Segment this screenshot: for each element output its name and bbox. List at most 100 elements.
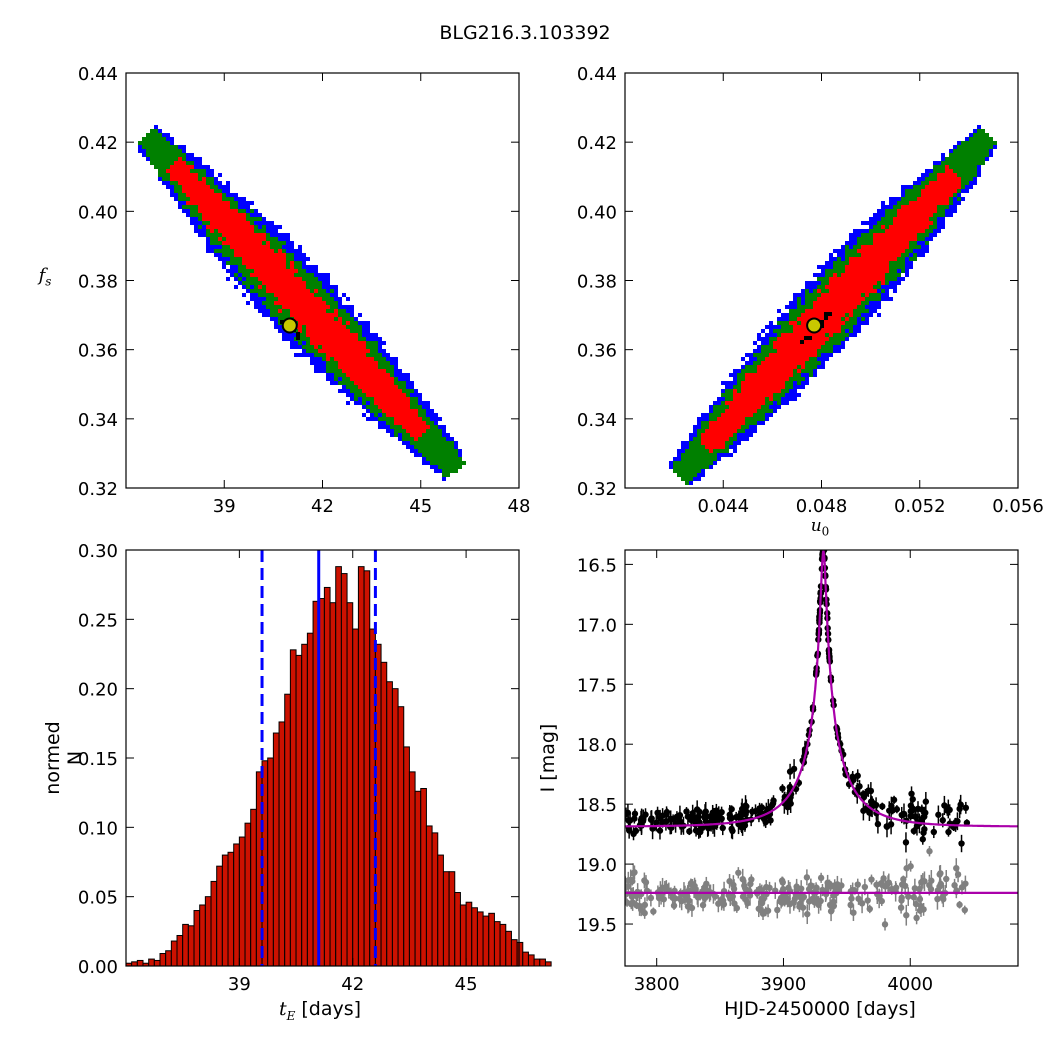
y-tick-label: 0.25 <box>78 610 118 631</box>
heatmap-cell <box>817 337 821 341</box>
heatmap-cell <box>757 361 761 365</box>
heatmap-cell <box>370 377 374 381</box>
heatmap-cell <box>769 349 773 353</box>
heatmap-cell <box>158 145 162 149</box>
heatmap-cell <box>366 361 370 365</box>
heatmap-cell <box>398 377 402 381</box>
heatmap-cell <box>214 201 218 205</box>
heatmap-cell <box>366 357 370 361</box>
heatmap-cell <box>314 357 318 361</box>
heatmap-cell <box>266 221 270 225</box>
heatmap-cell <box>394 361 398 365</box>
heatmap-cell <box>685 449 689 453</box>
heatmap-cell <box>430 425 434 429</box>
heatmap-cell <box>398 429 402 433</box>
heatmap-cell <box>202 205 206 209</box>
heatmap-cell <box>809 333 813 337</box>
heatmap-cell <box>933 161 937 165</box>
heatmap-cell <box>414 413 418 417</box>
histogram-bar <box>431 832 439 967</box>
confidence-region-green <box>673 129 997 485</box>
heatmap-cell <box>849 245 853 249</box>
heatmap-cell <box>697 421 701 425</box>
heatmap-cell <box>358 349 362 353</box>
heatmap-cell <box>234 229 238 233</box>
heatmap-cell <box>294 257 298 261</box>
heatmap-cell <box>302 265 306 269</box>
heatmap-cell <box>797 329 801 333</box>
heatmap-cell <box>837 325 841 329</box>
residual-point <box>905 893 912 900</box>
heatmap-cell <box>354 389 358 393</box>
heatmap-cell <box>789 357 793 361</box>
heatmap-cell <box>957 201 961 205</box>
heatmap-cell <box>849 253 853 257</box>
heatmap-cell <box>178 193 182 197</box>
heatmap-cell <box>182 165 186 169</box>
heatmap-cell <box>338 369 342 373</box>
heatmap-cell <box>781 313 785 317</box>
heatmap-cell <box>262 241 266 245</box>
heatmap-cell <box>270 317 274 321</box>
heatmap-cell <box>280 320 284 324</box>
heatmap-cell <box>198 213 202 217</box>
heatmap-cell <box>310 329 314 333</box>
data-point <box>867 787 875 795</box>
heatmap-cell <box>785 377 789 381</box>
heatmap-cell <box>198 169 202 173</box>
heatmap-cell <box>334 313 338 317</box>
heatmap-cell <box>230 265 234 269</box>
heatmap-cell <box>414 449 418 453</box>
heatmap-cell <box>769 393 773 397</box>
heatmap-cell <box>182 201 186 205</box>
heatmap-cell <box>925 245 929 249</box>
heatmap-cell <box>386 361 390 365</box>
heatmap-cell <box>346 353 350 357</box>
heatmap-cell <box>901 225 905 229</box>
heatmap-cell <box>294 297 298 301</box>
heatmap-cell <box>162 149 166 153</box>
heatmap-cell <box>266 289 270 293</box>
heatmap-cell <box>801 313 805 317</box>
heatmap-cell <box>777 361 781 365</box>
heatmap-cell <box>777 365 781 369</box>
heatmap-cell <box>933 169 937 173</box>
heatmap-cell <box>350 353 354 357</box>
heatmap-cell <box>877 241 881 245</box>
heatmap-cell <box>258 241 262 245</box>
heatmap-cell <box>370 337 374 341</box>
residual-point <box>817 897 824 905</box>
heatmap-cell <box>250 233 254 237</box>
heatmap-cell <box>438 461 442 465</box>
heatmap-cell <box>897 237 901 241</box>
heatmap-cell <box>873 225 877 229</box>
heatmap-cell <box>154 141 158 145</box>
heatmap-cell <box>406 413 410 417</box>
residual-point <box>926 848 933 855</box>
heatmap-cell <box>913 193 917 197</box>
heatmap-cell <box>242 257 246 261</box>
heatmap-cell <box>390 417 394 421</box>
heatmap-cell <box>210 185 214 189</box>
heatmap-cell <box>957 149 961 153</box>
heatmap-cell <box>833 333 837 337</box>
heatmap-cell <box>414 453 418 457</box>
heatmap-cell <box>877 261 881 265</box>
heatmap-cell <box>310 353 314 357</box>
heatmap-cell <box>382 377 386 381</box>
heatmap-cell <box>266 281 270 285</box>
heatmap-cell <box>781 333 785 337</box>
heatmap-cell <box>905 209 909 213</box>
heatmap-cell <box>681 461 685 465</box>
heatmap-cell <box>202 221 206 225</box>
heatmap-cell <box>274 241 278 245</box>
data-point <box>919 836 926 843</box>
heatmap-cell <box>234 201 238 205</box>
heatmap-cell <box>757 353 761 357</box>
heatmap-cell <box>973 165 977 169</box>
heatmap-cell <box>729 381 733 385</box>
heatmap-cell <box>893 205 897 209</box>
heatmap-cell <box>965 141 969 145</box>
heatmap-cell <box>302 301 306 305</box>
heatmap-cell <box>314 369 318 373</box>
